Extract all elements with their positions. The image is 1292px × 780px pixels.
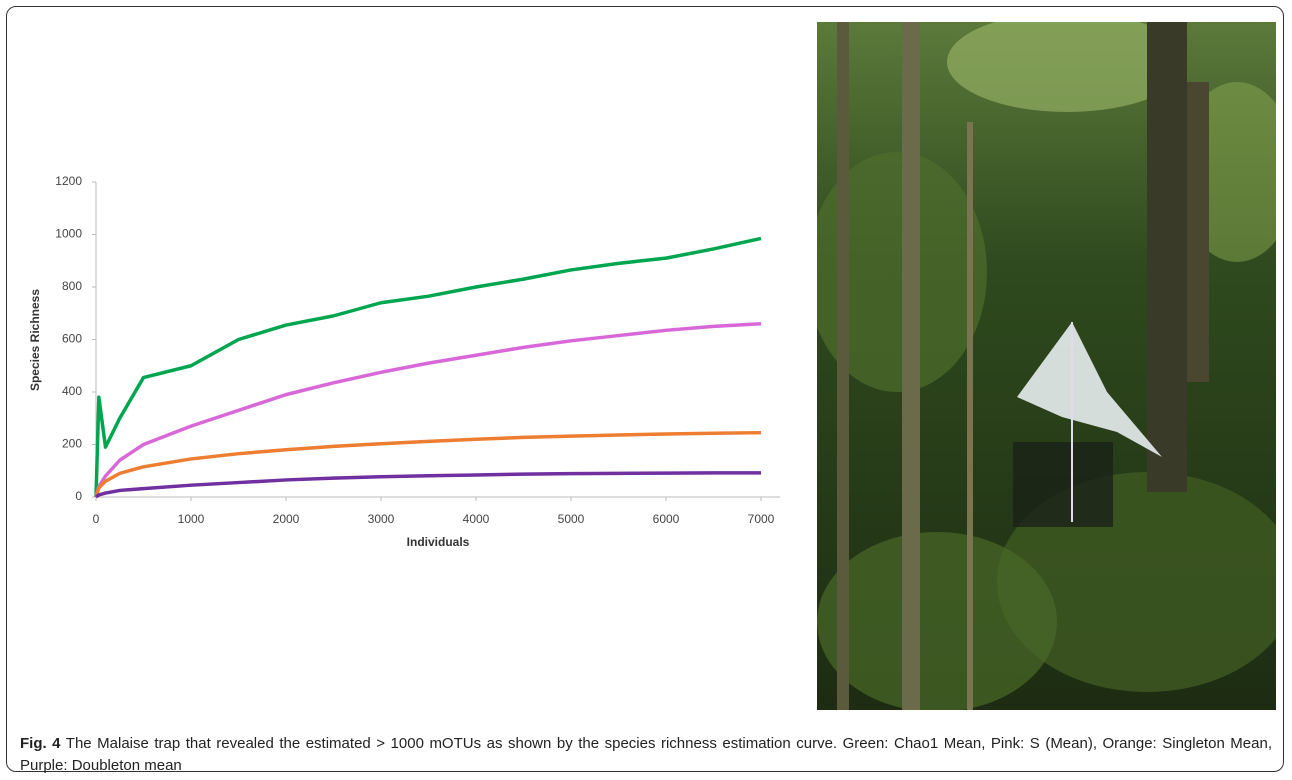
series-line — [96, 324, 761, 497]
series-line — [96, 433, 761, 497]
y-tick-label: 400 — [62, 384, 82, 398]
caption: Fig. 4 The Malaise trap that revealed th… — [20, 733, 1272, 777]
x-tick-label: 7000 — [748, 512, 775, 526]
x-tick-label: 5000 — [558, 512, 585, 526]
y-axis-title: Species Richness — [28, 289, 42, 391]
y-tick-label: 600 — [62, 332, 82, 346]
chart: Individuals Species Richness 0 200 400 600 8… — [0, 0, 800, 560]
x-tick-label: 2000 — [273, 512, 300, 526]
x-tick-label: 1000 — [178, 512, 205, 526]
y-tick-label: 1000 — [55, 227, 82, 241]
caption-label: Fig. 4 — [20, 735, 61, 752]
x-tick-label: 4000 — [463, 512, 490, 526]
x-tick-label: 0 — [93, 512, 100, 526]
x-axis-title: Individuals — [407, 535, 470, 549]
x-tick-label: 3000 — [368, 512, 395, 526]
y-tick-label: 0 — [75, 489, 82, 503]
series-line — [96, 473, 761, 497]
y-tick-label: 800 — [62, 279, 82, 293]
caption-text: The Malaise trap that revealed the estim… — [20, 735, 1272, 774]
photo — [817, 22, 1276, 710]
x-tick-label: 6000 — [653, 512, 680, 526]
y-tick-label: 200 — [62, 437, 82, 451]
y-tick-label: 1200 — [55, 174, 82, 188]
